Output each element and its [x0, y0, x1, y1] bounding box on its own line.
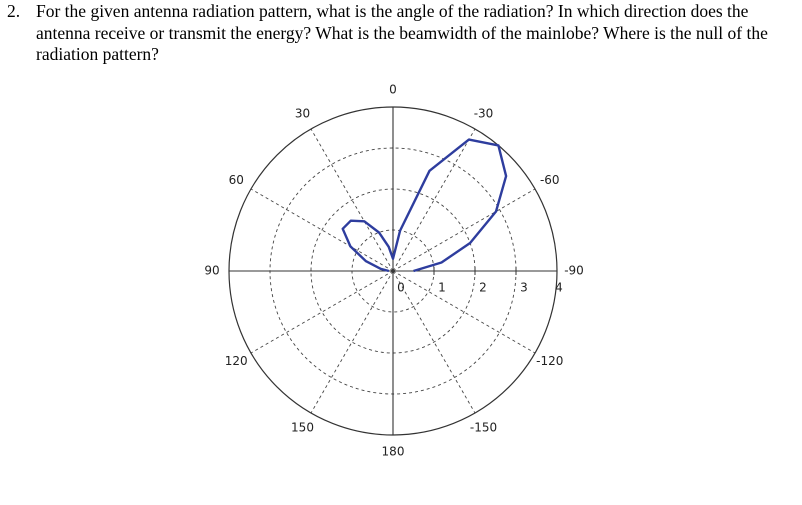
theta-tick-label: 60 [229, 173, 244, 187]
theta-tick-label: -150 [470, 420, 497, 434]
r-tick-label: 3 [520, 281, 528, 295]
theta-tick-label: 30 [295, 107, 310, 121]
question-text: For the given antenna radiation pattern,… [36, 1, 768, 64]
theta-tick-label: 0 [389, 83, 397, 97]
theta-tick-label: 180 [382, 445, 405, 459]
theta-tick-label: -60 [540, 173, 560, 187]
r-tick-label: 2 [479, 281, 487, 295]
question-number: 2. [7, 1, 21, 21]
r-tick-label: 1 [438, 281, 446, 295]
radiation-pattern [341, 138, 508, 273]
theta-tick-label: 90 [204, 264, 219, 278]
grid-spoke [250, 270, 394, 354]
r-tick-label: 0 [397, 281, 405, 295]
r-tick-label: 4 [555, 281, 563, 295]
theta-tick-label: 150 [291, 420, 314, 434]
theta-tick-label: 120 [225, 354, 248, 368]
grid-spoke [310, 270, 394, 414]
theta-tick-label: -90 [564, 264, 584, 278]
theta-tick-label: -30 [474, 107, 494, 121]
theta-tick-label: -120 [536, 354, 563, 368]
